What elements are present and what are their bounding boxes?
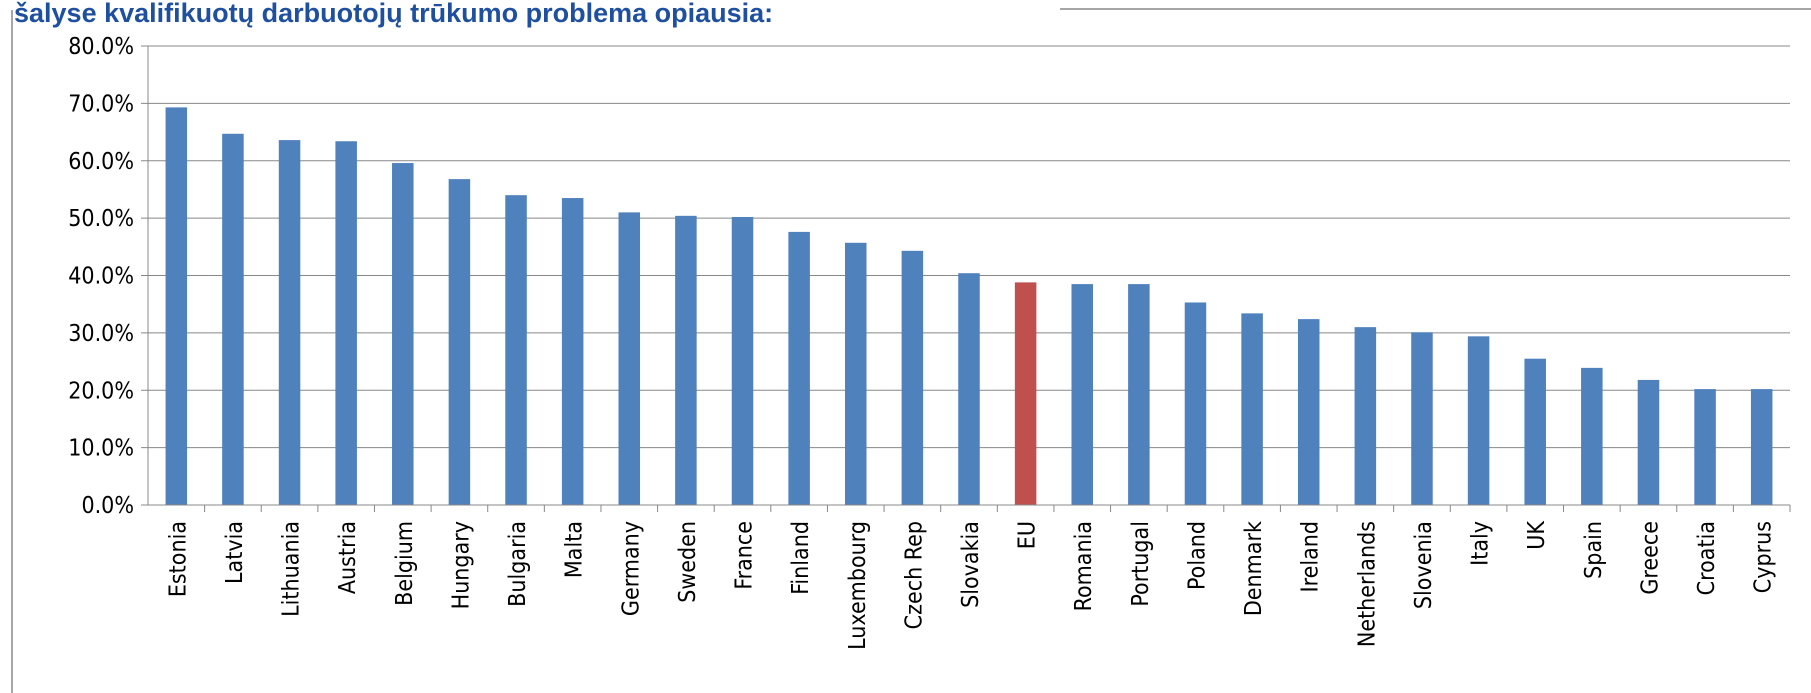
bar (1014, 282, 1037, 505)
x-tick-label: Belgium (392, 521, 418, 606)
y-tick-label: 50.0% (68, 206, 134, 232)
y-tick-label: 60.0% (68, 149, 134, 175)
x-tick-label: Sweden (675, 521, 701, 603)
x-tick-label: Ireland (1298, 521, 1324, 593)
x-tick-label: UK (1524, 521, 1550, 550)
y-tick-label: 70.0% (68, 91, 134, 117)
bar (392, 163, 414, 506)
bar (335, 141, 357, 505)
bar (1637, 379, 1660, 505)
y-tick-label: 20.0% (68, 378, 134, 404)
bar (1581, 367, 1603, 505)
bar (1467, 336, 1490, 505)
bar (165, 107, 188, 506)
y-tick-label: 40.0% (68, 264, 134, 290)
x-tick-label: Slovakia (958, 521, 984, 608)
x-tick-label: Italy (1468, 521, 1494, 566)
x-tick-label: France (732, 521, 758, 590)
bar (788, 231, 810, 505)
x-tick-label: Spain (1581, 521, 1607, 579)
bar (1071, 284, 1093, 505)
x-tick-label: Germany (618, 521, 644, 616)
bar (675, 215, 697, 505)
x-tick-label: Malta (562, 521, 588, 578)
bar (1184, 302, 1207, 505)
bar (278, 140, 301, 505)
x-tick-label: Bulgaria (505, 521, 531, 607)
x-tick-label: Denmark (1241, 521, 1267, 616)
bar (222, 133, 244, 505)
bar (1411, 332, 1433, 505)
bar (1354, 327, 1377, 505)
bar (1241, 313, 1263, 505)
bar (845, 242, 867, 505)
y-tick-label: 10.0% (68, 436, 134, 462)
x-tick-label: Austria (335, 521, 361, 594)
x-tick-label: Slovenia (1411, 521, 1437, 609)
x-tick-label: Latvia (222, 521, 248, 584)
bar (1297, 319, 1320, 505)
x-tick-label: Netherlands (1354, 521, 1380, 647)
x-tick-label: EU (1015, 521, 1041, 549)
bar (1694, 389, 1716, 505)
x-tick-label: Hungary (448, 521, 474, 609)
x-tick-label: Cyprus (1751, 521, 1777, 593)
x-tick-label: Czech Rep (901, 521, 927, 629)
bar (618, 212, 641, 505)
x-tick-label: Greece (1637, 521, 1663, 595)
x-tick-label: Portugal (1128, 521, 1154, 607)
y-tick-label: 0.0% (81, 493, 134, 519)
bar (1524, 358, 1546, 505)
bar (1750, 389, 1773, 505)
x-tick-label: Luxembourg (845, 521, 871, 650)
y-tick-label: 30.0% (68, 321, 134, 347)
x-tick-label: Finland (788, 521, 814, 595)
x-tick-label: Estonia (165, 521, 191, 597)
bar (731, 216, 754, 506)
x-tick-label: Poland (1184, 521, 1210, 590)
y-tick-label: 80.0% (68, 34, 134, 60)
bar (901, 250, 924, 505)
x-tick-label: Lithuania (279, 521, 305, 617)
x-tick-label: Romania (1071, 521, 1097, 611)
chart-title: šalyse kvalifikuotų darbuotojų trūkumo p… (14, 0, 773, 28)
bar (448, 179, 471, 506)
bar (561, 198, 584, 505)
bar (1128, 284, 1150, 505)
bar (958, 273, 980, 505)
x-tick-label: Croatia (1694, 521, 1720, 595)
bar (505, 195, 527, 506)
